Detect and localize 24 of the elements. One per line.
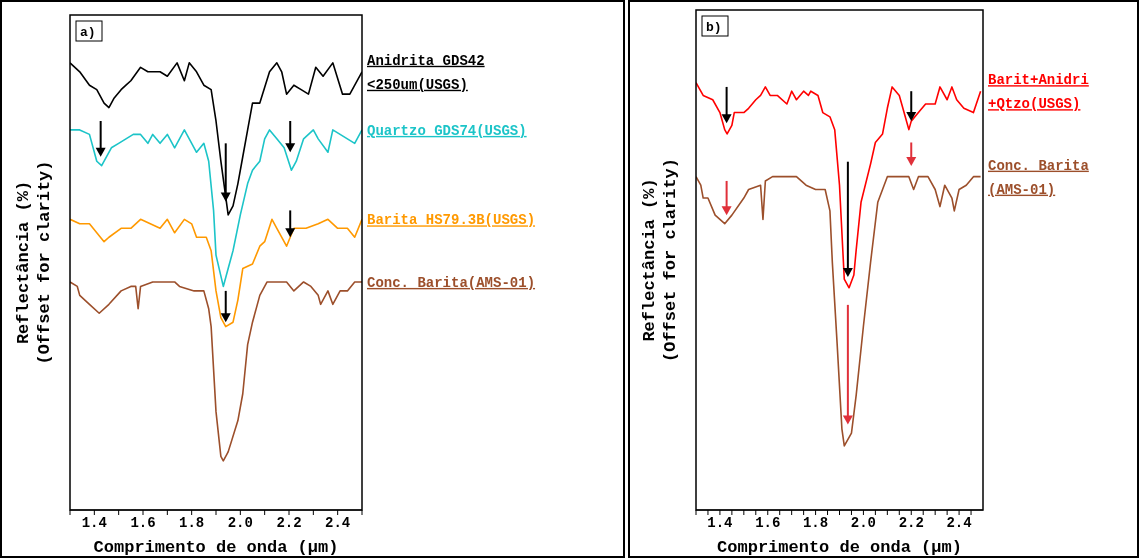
x-tick-label: 2.4: [325, 514, 351, 531]
x-tick-label: 1.6: [755, 514, 781, 531]
series-label: Anidrita GDS42 <250um(USGS): [367, 52, 485, 93]
x-tick-label: 2.2: [276, 514, 302, 531]
x-tick-label: 2.0: [227, 514, 253, 531]
x-tick-label: 1.4: [707, 514, 733, 531]
x-tick-label: 1.4: [81, 514, 107, 531]
x-tick-label: 1.8: [802, 514, 829, 531]
text: a): [80, 25, 96, 40]
series-label: Barita HS79.3B(USGS): [367, 212, 536, 229]
x-tick-label: 2.2: [898, 514, 924, 531]
x-tick-label: 1.6: [130, 514, 156, 531]
x-tick-label: 2.4: [946, 514, 972, 531]
series-label: Barit+Anidri +Qtzo(USGS): [988, 72, 1089, 113]
x-axis-title: Comprimento de onda (µm): [717, 538, 962, 557]
y-axis-title: Reflectância (%) (Offset for clarity): [640, 157, 680, 363]
x-tick-label: 1.8: [179, 514, 205, 531]
x-axis-title: Comprimento de onda (µm): [93, 538, 339, 557]
series-label: Conc. Barita (AMS-01): [988, 157, 1090, 198]
series-label: Conc. Barita(AMS-01): [367, 274, 536, 291]
x-tick-label: 2.0: [850, 514, 877, 531]
series-label: Quartzo GDS74(USGS): [367, 122, 527, 139]
text: b): [706, 20, 722, 35]
y-axis-title: Reflectância (%) (Offset for clarity): [14, 160, 54, 365]
